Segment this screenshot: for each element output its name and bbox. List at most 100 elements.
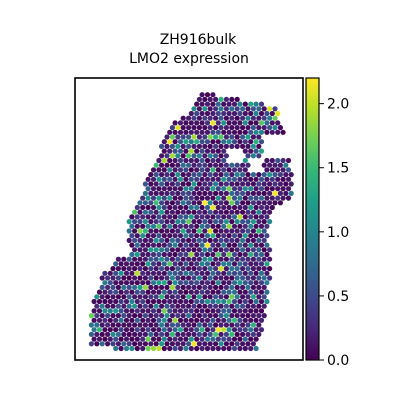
spot-point xyxy=(164,322,170,328)
spot-point xyxy=(161,261,167,267)
spot-point xyxy=(142,228,148,234)
spot-point xyxy=(177,129,184,135)
spot-point xyxy=(213,209,219,215)
spot-point xyxy=(213,143,219,149)
spot-point xyxy=(210,345,216,352)
spot-point xyxy=(226,101,232,107)
spot-point xyxy=(142,303,148,309)
spot-point xyxy=(102,280,108,286)
spot-point xyxy=(183,233,189,239)
spot-point xyxy=(285,176,292,182)
spot-point xyxy=(167,336,173,342)
spot-point xyxy=(177,261,184,267)
spot-point xyxy=(191,162,197,168)
spot-point xyxy=(204,110,211,117)
spot-point xyxy=(177,251,184,258)
spot-point xyxy=(229,247,235,253)
spot-point xyxy=(137,294,143,300)
spot-point xyxy=(113,308,119,314)
spot-point xyxy=(245,331,251,337)
spot-point xyxy=(175,284,181,290)
spot-point xyxy=(231,233,238,239)
spot-point xyxy=(229,294,235,300)
spot-point xyxy=(188,327,194,333)
spot-point xyxy=(107,280,113,286)
spot-point xyxy=(164,303,170,309)
spot-point xyxy=(145,270,151,276)
spot-point xyxy=(221,186,227,192)
spot-point xyxy=(188,120,194,126)
spot-point xyxy=(194,270,200,276)
spot-point xyxy=(102,298,108,305)
spot-point xyxy=(213,275,219,281)
spot-point xyxy=(199,289,205,295)
colorbar-tick-label: 1.5 xyxy=(327,161,349,177)
spot-point xyxy=(132,247,138,253)
spot-point xyxy=(226,120,232,126)
spot-point xyxy=(132,275,138,281)
spot-point xyxy=(153,341,159,347)
spot-point xyxy=(207,266,213,272)
spot-point xyxy=(264,110,270,117)
spot-point xyxy=(153,331,159,337)
spot-point xyxy=(194,233,200,239)
spot-point xyxy=(194,317,200,323)
spot-point xyxy=(161,251,167,258)
spot-point xyxy=(237,120,243,126)
spot-point xyxy=(150,317,157,323)
spot-point xyxy=(210,336,216,342)
spot-point xyxy=(167,289,173,295)
spot-point xyxy=(234,322,240,328)
spot-point xyxy=(237,139,243,145)
spot-point xyxy=(169,153,175,159)
spot-point xyxy=(148,266,154,272)
spot-point xyxy=(129,317,135,323)
spot-point xyxy=(229,162,235,168)
spot-point xyxy=(161,327,167,333)
spot-point xyxy=(169,313,175,319)
spot-point xyxy=(245,256,251,262)
spot-point xyxy=(148,200,154,206)
spot-point xyxy=(123,317,130,323)
spot-point xyxy=(248,280,254,286)
spot-point xyxy=(177,336,184,342)
spot-point xyxy=(272,172,278,178)
spot-point xyxy=(134,233,140,239)
spot-point xyxy=(175,143,181,149)
spot-point xyxy=(258,308,265,314)
spot-point xyxy=(229,322,235,328)
spot-point xyxy=(253,120,259,126)
spot-point xyxy=(218,294,224,300)
spot-point xyxy=(161,204,167,211)
spot-point xyxy=(169,143,175,149)
spot-point xyxy=(258,195,265,201)
spot-point xyxy=(142,331,148,337)
spot-point xyxy=(199,280,205,286)
spot-point xyxy=(231,308,238,314)
chart-title-line1: ZH916bulk xyxy=(160,32,237,48)
spot-point xyxy=(258,280,265,286)
spot-point xyxy=(218,181,224,187)
spot-point xyxy=(134,214,140,220)
spot-point xyxy=(161,233,167,239)
spot-point xyxy=(183,345,189,352)
spot-point xyxy=(115,331,121,337)
spot-point xyxy=(129,308,135,314)
spot-point xyxy=(237,186,243,192)
spot-point xyxy=(199,345,205,352)
spot-point xyxy=(215,223,221,229)
spot-point xyxy=(129,289,135,295)
spot-point xyxy=(218,96,224,102)
spot-point xyxy=(191,172,197,178)
spot-point xyxy=(137,256,143,262)
spot-point xyxy=(234,256,240,262)
spot-point xyxy=(191,237,197,243)
spot-point xyxy=(277,190,283,196)
spot-point xyxy=(226,289,232,295)
spot-point xyxy=(207,134,213,140)
spot-point xyxy=(215,345,221,352)
spot-point xyxy=(186,219,192,225)
spot-point xyxy=(245,181,251,187)
spot-point xyxy=(207,143,213,149)
spot-point xyxy=(223,247,229,253)
